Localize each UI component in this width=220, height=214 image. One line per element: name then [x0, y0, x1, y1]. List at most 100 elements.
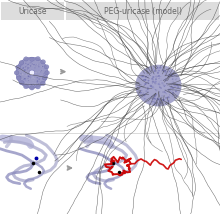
Ellipse shape — [33, 78, 35, 79]
Ellipse shape — [28, 76, 29, 77]
Ellipse shape — [31, 61, 33, 62]
Ellipse shape — [36, 69, 38, 71]
Ellipse shape — [162, 99, 164, 101]
Ellipse shape — [37, 82, 39, 83]
Ellipse shape — [174, 85, 177, 86]
Ellipse shape — [142, 75, 144, 77]
Ellipse shape — [166, 83, 167, 84]
Ellipse shape — [40, 82, 42, 83]
Ellipse shape — [160, 76, 161, 77]
Ellipse shape — [20, 76, 22, 77]
Ellipse shape — [29, 77, 31, 78]
Ellipse shape — [155, 98, 156, 100]
Ellipse shape — [27, 71, 28, 72]
Ellipse shape — [145, 76, 147, 78]
Ellipse shape — [148, 71, 149, 72]
Ellipse shape — [30, 62, 31, 63]
Ellipse shape — [20, 76, 21, 78]
Ellipse shape — [33, 82, 34, 83]
Ellipse shape — [37, 80, 38, 81]
Ellipse shape — [157, 72, 159, 74]
Ellipse shape — [140, 90, 141, 91]
Ellipse shape — [154, 102, 156, 104]
Ellipse shape — [165, 85, 166, 86]
Ellipse shape — [40, 73, 41, 74]
Ellipse shape — [156, 94, 157, 95]
FancyBboxPatch shape — [66, 2, 219, 20]
Ellipse shape — [37, 64, 39, 65]
Ellipse shape — [154, 82, 155, 83]
Text: PEG-uricase (model): PEG-uricase (model) — [104, 7, 182, 16]
Ellipse shape — [42, 78, 44, 80]
Ellipse shape — [39, 64, 40, 65]
Ellipse shape — [36, 68, 37, 69]
Ellipse shape — [22, 63, 24, 64]
Ellipse shape — [35, 72, 37, 73]
Ellipse shape — [29, 85, 30, 86]
Ellipse shape — [33, 80, 34, 81]
Ellipse shape — [19, 75, 20, 76]
Ellipse shape — [144, 98, 146, 100]
Ellipse shape — [29, 59, 31, 61]
Ellipse shape — [20, 65, 21, 67]
Ellipse shape — [170, 83, 172, 85]
Ellipse shape — [14, 71, 19, 75]
Ellipse shape — [34, 68, 35, 69]
Ellipse shape — [174, 85, 175, 86]
Ellipse shape — [152, 70, 153, 71]
Ellipse shape — [16, 57, 48, 88]
Ellipse shape — [147, 77, 148, 78]
Ellipse shape — [18, 69, 20, 70]
Ellipse shape — [152, 101, 154, 102]
Ellipse shape — [161, 82, 164, 84]
Ellipse shape — [24, 77, 25, 78]
Ellipse shape — [38, 78, 40, 79]
Ellipse shape — [38, 81, 40, 82]
Ellipse shape — [32, 63, 33, 64]
Ellipse shape — [19, 61, 24, 65]
Ellipse shape — [172, 78, 174, 80]
Ellipse shape — [145, 88, 146, 89]
Ellipse shape — [166, 93, 167, 94]
Ellipse shape — [168, 89, 170, 90]
Ellipse shape — [144, 84, 146, 85]
Ellipse shape — [143, 94, 145, 95]
Ellipse shape — [139, 83, 140, 84]
Ellipse shape — [19, 80, 24, 85]
Ellipse shape — [159, 67, 161, 69]
Ellipse shape — [34, 85, 35, 86]
Ellipse shape — [144, 79, 147, 81]
Ellipse shape — [145, 83, 147, 85]
Ellipse shape — [152, 77, 153, 78]
Ellipse shape — [176, 84, 178, 86]
Ellipse shape — [170, 86, 172, 88]
Ellipse shape — [39, 75, 41, 77]
Ellipse shape — [155, 75, 158, 77]
Ellipse shape — [24, 78, 26, 80]
Ellipse shape — [45, 71, 50, 75]
Ellipse shape — [169, 71, 170, 72]
Ellipse shape — [38, 67, 40, 69]
Ellipse shape — [157, 100, 158, 101]
Ellipse shape — [159, 91, 160, 92]
Ellipse shape — [25, 74, 26, 75]
Ellipse shape — [172, 93, 174, 95]
Ellipse shape — [141, 75, 143, 77]
Ellipse shape — [36, 64, 37, 65]
Ellipse shape — [22, 63, 23, 64]
Ellipse shape — [29, 83, 30, 84]
Ellipse shape — [156, 67, 158, 68]
Ellipse shape — [153, 73, 154, 74]
Ellipse shape — [175, 79, 177, 80]
Ellipse shape — [21, 73, 23, 75]
Ellipse shape — [27, 67, 29, 69]
Ellipse shape — [35, 85, 40, 89]
Ellipse shape — [26, 66, 27, 67]
Ellipse shape — [28, 68, 29, 69]
Ellipse shape — [162, 91, 164, 93]
Ellipse shape — [30, 65, 31, 67]
Ellipse shape — [29, 70, 35, 76]
Ellipse shape — [148, 100, 150, 102]
Ellipse shape — [24, 57, 28, 61]
Ellipse shape — [147, 87, 148, 88]
